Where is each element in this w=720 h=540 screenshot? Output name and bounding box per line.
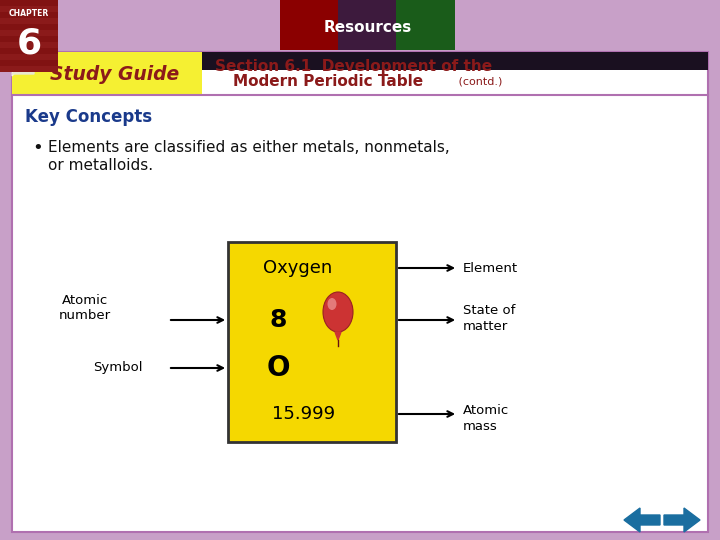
Bar [0,36,58,42]
Bar [0,24,58,30]
Bar [12,52,708,532]
Text: Key Concepts: Key Concepts [25,108,152,126]
Bar [12,52,708,70]
Text: Modern Periodic Table: Modern Periodic Table [233,75,423,90]
Text: Oxygen: Oxygen [264,259,333,277]
Text: Study Guide: Study Guide [50,64,179,84]
Polygon shape [335,332,341,340]
Bar [228,242,396,442]
Text: 15.999: 15.999 [272,405,336,423]
Bar [396,0,455,50]
Text: •: • [32,139,42,157]
Text: 6: 6 [17,27,42,61]
Bar [0,0,58,6]
Text: Element: Element [463,261,518,274]
Polygon shape [12,52,34,74]
Text: Elements are classified as either metals, nonmetals,: Elements are classified as either metals… [48,140,450,156]
Bar [0,0,58,72]
Text: CHAPTER: CHAPTER [9,10,49,18]
Ellipse shape [323,292,353,332]
Text: Section 6.1  Development of the: Section 6.1 Development of the [215,58,492,73]
Bar [280,0,338,50]
Text: Symbol: Symbol [94,361,143,375]
Text: Atomic
mass: Atomic mass [463,403,509,433]
Text: State of
matter: State of matter [463,303,516,333]
Text: Atomic
number: Atomic number [59,294,111,322]
Polygon shape [664,508,700,532]
Ellipse shape [328,298,336,310]
Bar [0,48,58,54]
Bar [0,60,58,66]
Polygon shape [12,52,34,76]
Text: 8: 8 [269,308,287,332]
Bar [12,52,202,94]
Text: Resources: Resources [323,21,412,36]
Bar [338,0,396,50]
Bar [0,12,58,18]
Text: (contd.): (contd.) [455,77,503,87]
Polygon shape [624,508,660,532]
Text: or metalloids.: or metalloids. [48,159,153,173]
Text: O: O [266,354,289,382]
